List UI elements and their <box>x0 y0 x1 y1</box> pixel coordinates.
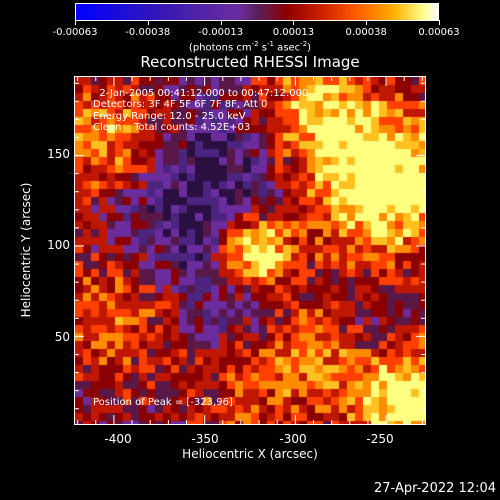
x-axis-label: Heliocentric X (arcsec) <box>182 447 318 461</box>
colorbar-tick <box>220 20 222 25</box>
info-detectors: Detectors: 3F 4F 5F 6F 7F 8F, Att 0 <box>93 99 268 110</box>
colorbar-tick <box>439 20 440 25</box>
x-tick-label: -250 <box>366 432 394 446</box>
y-tick-label: 100 <box>47 238 70 252</box>
colorbar-tick-label: 0.00038 <box>345 27 387 38</box>
colorbar-tick-label: -0.00063 <box>52 27 98 38</box>
colorbar-gradient <box>76 4 438 20</box>
colorbar <box>75 3 439 21</box>
image-plot <box>74 76 426 425</box>
colorbar-tick <box>147 20 149 25</box>
colorbar-tick <box>293 20 295 25</box>
colorbar-tick <box>366 20 368 25</box>
colorbar-tick-label: -0.00013 <box>198 27 244 38</box>
x-tick-label: -400 <box>104 432 132 446</box>
y-axis-label: Heliocentric Y (arcsec) <box>19 182 33 318</box>
info-time-range: 2-Jan-2005 00:41:12.000 to 00:47:12.000 <box>93 88 309 99</box>
peak-position: Position of Peak = [-323,96] <box>93 397 233 408</box>
colorbar-tick-label: 0.00013 <box>272 27 315 38</box>
timestamp: 27-Apr-2022 12:04 <box>374 481 496 496</box>
info-energy-range: Energy Range: 12.0 - 25.0 keV <box>93 111 246 122</box>
x-tick-label: -300 <box>279 432 307 446</box>
x-tick-label: -350 <box>191 432 219 446</box>
colorbar-tick-label: -0.00038 <box>125 27 171 38</box>
colorbar-units: (photons cm-2 s-1 asec-2) <box>188 40 312 54</box>
heatmap-image <box>75 77 425 424</box>
plot-title: Reconstructed RHESSI Image <box>140 53 360 71</box>
y-tick-label: 150 <box>47 147 70 161</box>
colorbar-tick <box>75 20 76 25</box>
colorbar-tick-label: 0.00063 <box>418 27 460 38</box>
y-tick-label: 50 <box>54 330 70 344</box>
info-counts: Clean Total counts: 4.52E+03 <box>93 122 251 133</box>
